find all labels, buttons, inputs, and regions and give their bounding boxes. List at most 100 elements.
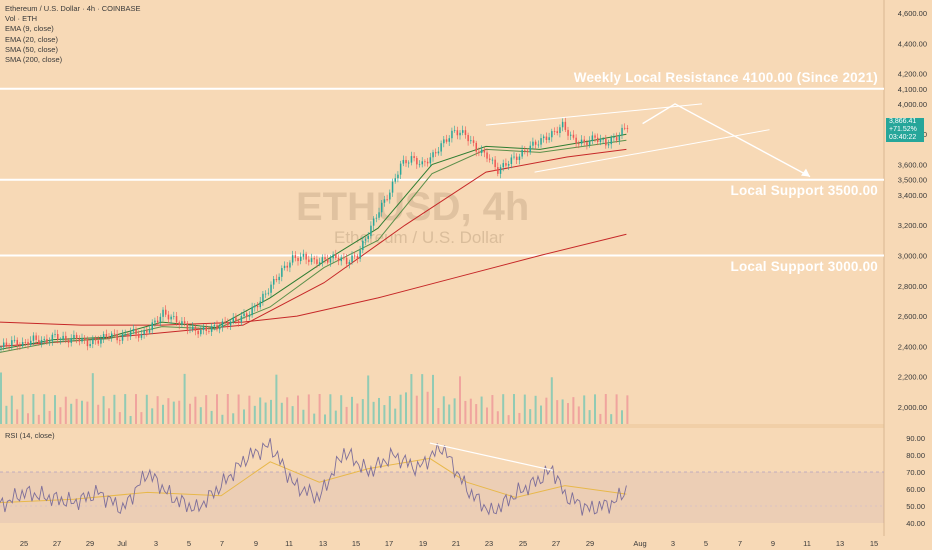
time-tick-label: 17 [385,539,393,548]
candle-body [205,326,207,331]
candle-body [505,163,507,166]
volume-bar [5,405,8,424]
candle-body [578,143,580,145]
volume-bar [226,394,229,424]
volume-bar [302,409,305,424]
candle-body [586,142,588,146]
candle-body [102,334,105,339]
volume-bar [410,374,413,424]
candle-body [208,330,210,332]
volume-bar [118,412,121,424]
time-tick-label: 27 [552,539,560,548]
rsi-tick-label: 70.00 [906,468,925,477]
candle-body [491,159,494,161]
volume-bar [156,396,159,424]
volume-bar [426,391,429,424]
projection-arrow [642,103,811,178]
candle-body [359,250,361,259]
candle-body [89,344,91,347]
candle-body [154,320,156,323]
candle-body [367,235,369,239]
candle-body [440,143,442,152]
volume-bar [567,403,569,424]
candle-body [151,322,153,331]
candle-body [470,140,472,142]
candle-body [262,293,264,302]
volume-bar [502,394,505,424]
volume-bar [448,404,451,424]
support-3000-annotation: Local Support 3000.00 [730,259,878,274]
candle-body [399,163,402,175]
candle-body [432,152,434,158]
channel-upper-line [485,103,703,126]
candle-body [313,258,315,260]
candle-body [337,258,340,262]
volume-bar [453,398,456,424]
time-tick-label: 29 [586,539,594,548]
rsi-band [0,472,884,523]
candle-body [235,317,237,321]
price-tick-label: 4,600.00 [898,9,927,18]
price-tick-label: 2,400.00 [898,342,927,351]
candle-body [202,326,205,331]
candle-body [605,138,607,146]
volume-bar [253,405,256,424]
price-tick-label: 4,400.00 [898,39,927,48]
candle-body [132,329,135,332]
volume-bar [610,414,613,424]
volume-bar [205,395,208,424]
last-price: 3,866.41 [889,118,917,125]
time-tick-label: 5 [187,539,191,548]
candle-body [410,156,413,163]
price-change: +71.52% [889,126,917,133]
candle-body [192,326,194,330]
price-tick-label: 4,200.00 [898,70,927,79]
volume-bar [442,396,445,424]
candle-body [54,334,56,335]
candle-body [194,326,197,331]
watermark-name: Ethereum / U.S. Dollar [334,228,505,247]
indicator-sma200: SMA (200, close) [5,55,63,65]
volume-bar [604,394,607,424]
indicator-sma50: SMA (50, close) [5,44,58,54]
time-tick-label: 7 [220,539,224,548]
price-tick-label: 2,000.00 [898,403,927,412]
candle-body [283,265,286,269]
volume-bar [124,394,127,424]
candle-body [564,121,567,130]
price-tick-label: 4,000.00 [898,100,927,109]
candle-body [575,137,577,144]
candle-body [375,217,378,219]
time-tick-label: 9 [771,539,775,548]
candle-body [332,254,334,259]
volume-bar [496,411,499,424]
volume-bar [97,404,100,424]
candle-body [394,178,396,182]
rsi-tick-label: 80.00 [906,451,925,460]
volume-bar [297,395,299,424]
candle-body [11,340,13,347]
candle-body [167,314,170,320]
volume-bar [318,394,321,424]
candle-body [602,138,604,140]
volume-bar [27,413,29,424]
candle-body [73,334,75,339]
candle-body [389,192,391,200]
volume-bar [394,408,397,424]
candle-body [281,268,283,277]
candle-body [310,258,313,263]
rsi-tick-label: 40.00 [906,519,925,528]
volume-bar [270,399,272,424]
candle-body [497,167,499,174]
candle-body [613,137,615,138]
candle-body [291,255,294,263]
candle-body [518,156,521,160]
volume-bar [54,395,56,424]
candle-body [534,141,537,145]
candle-body [462,130,464,133]
time-tick-label: 11 [285,539,293,548]
candle-body [543,136,545,139]
volume-bar [437,408,440,424]
candle-body [559,127,561,134]
